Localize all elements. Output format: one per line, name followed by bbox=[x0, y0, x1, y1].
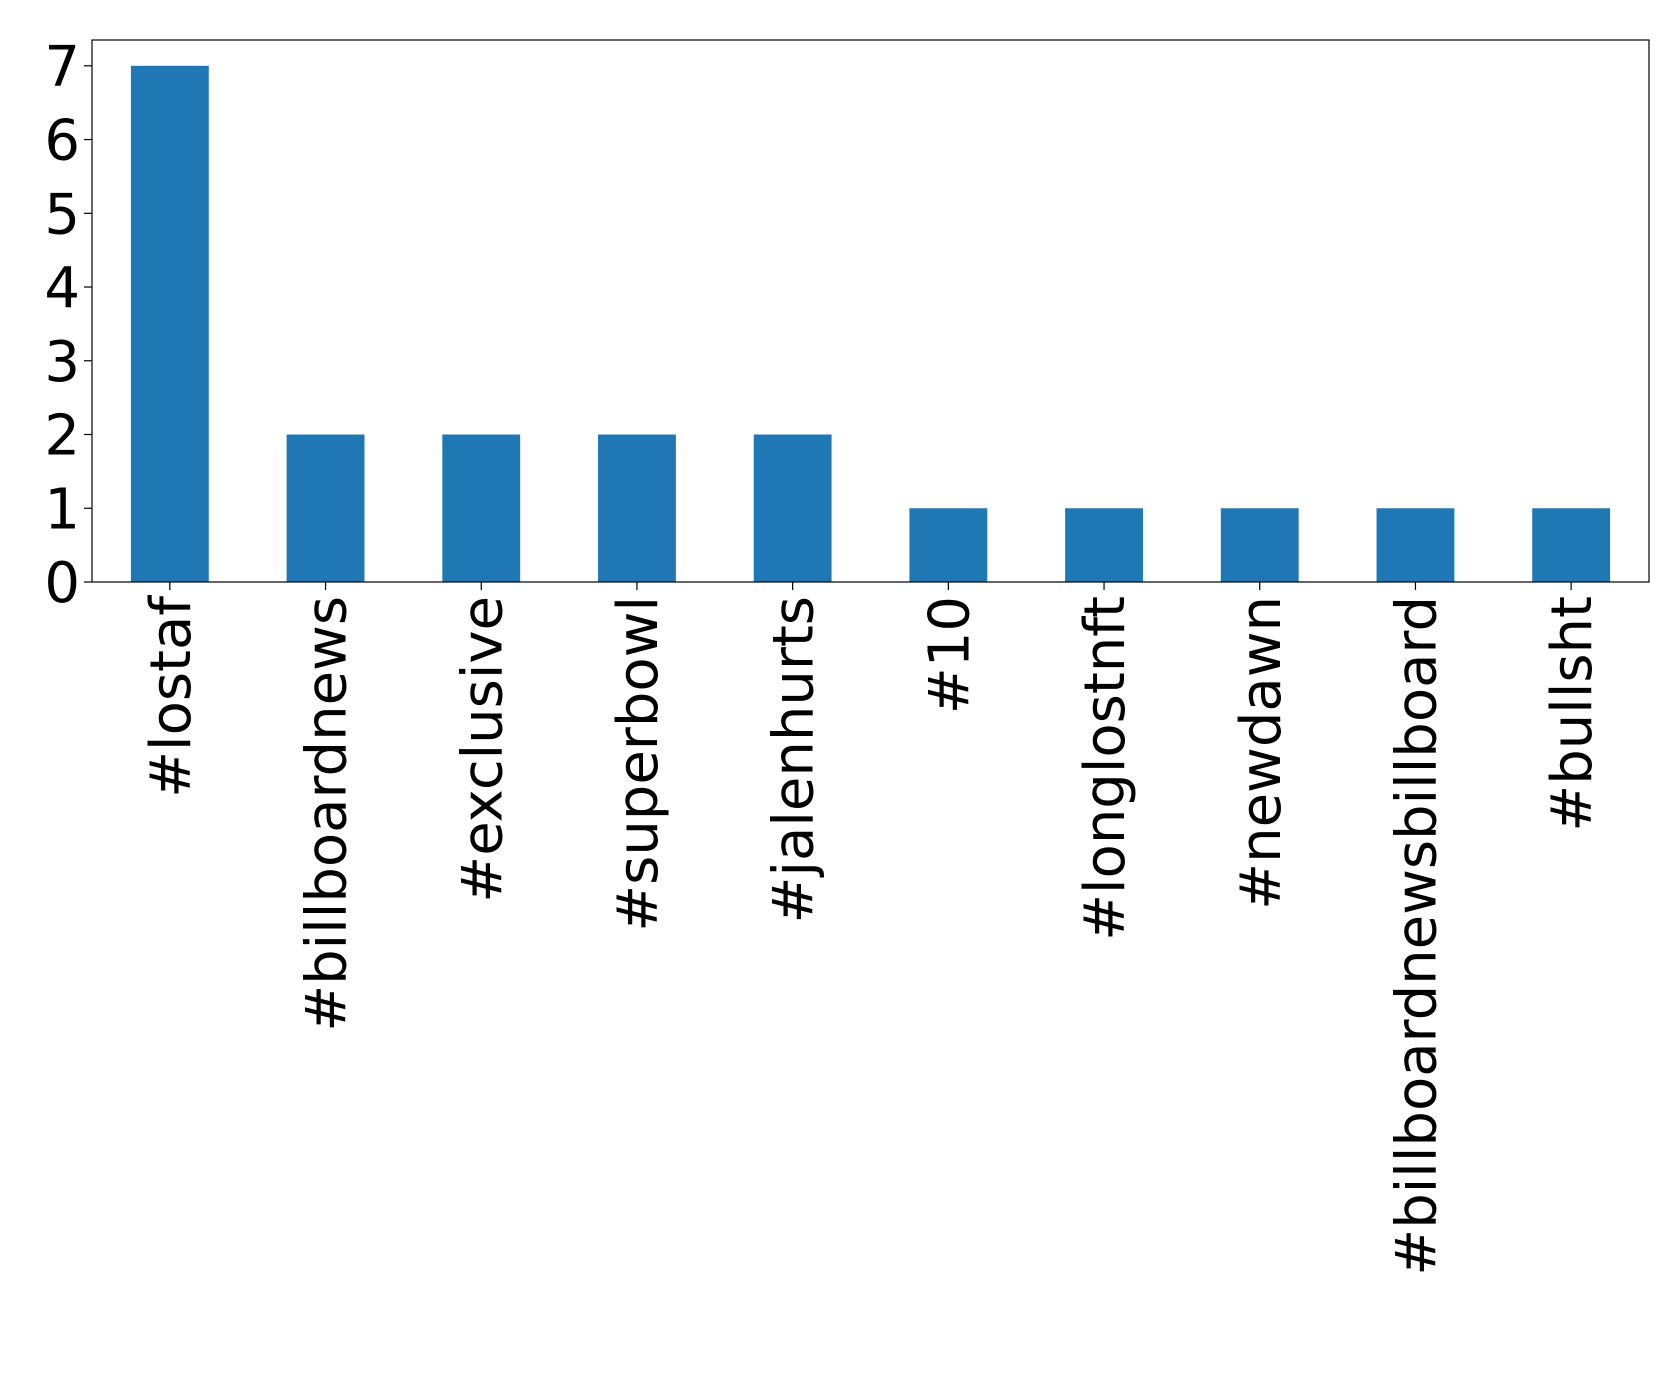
bar bbox=[1376, 508, 1455, 582]
x-tick-label: #longlostnft bbox=[1073, 596, 1138, 941]
bar bbox=[1220, 508, 1299, 582]
x-tick-label: #newdawn bbox=[1229, 596, 1294, 910]
bar bbox=[1532, 508, 1611, 582]
y-tick-label: 5 bbox=[44, 182, 80, 247]
y-tick-label: 1 bbox=[44, 477, 80, 542]
y-tick-label: 6 bbox=[44, 109, 80, 174]
x-tick-label: #superbowl bbox=[606, 596, 671, 932]
y-tick-label: 4 bbox=[44, 256, 80, 321]
x-tick-label: #bullsht bbox=[1540, 596, 1605, 832]
bar bbox=[286, 434, 365, 582]
x-tick-label: #10 bbox=[917, 596, 982, 714]
bar bbox=[1065, 508, 1143, 582]
x-tick-label: #exclusive bbox=[450, 596, 515, 903]
y-tick-label: 3 bbox=[44, 330, 80, 395]
x-tick-label: #billboardnewsbillboard bbox=[1384, 596, 1449, 1276]
y-tick-label: 2 bbox=[44, 404, 80, 469]
bar bbox=[130, 65, 209, 583]
bar bbox=[598, 434, 676, 582]
bar bbox=[909, 508, 988, 582]
x-tick-label: #billboardnews bbox=[295, 596, 360, 1032]
x-tick-label: #lostaf bbox=[139, 595, 204, 798]
plot-frame bbox=[91, 39, 1650, 583]
bar bbox=[753, 434, 832, 582]
y-tick-label: 0 bbox=[44, 551, 80, 616]
bar bbox=[442, 434, 521, 582]
x-tick-label: #jalenhurts bbox=[762, 596, 827, 923]
y-tick-label: 7 bbox=[44, 35, 80, 100]
